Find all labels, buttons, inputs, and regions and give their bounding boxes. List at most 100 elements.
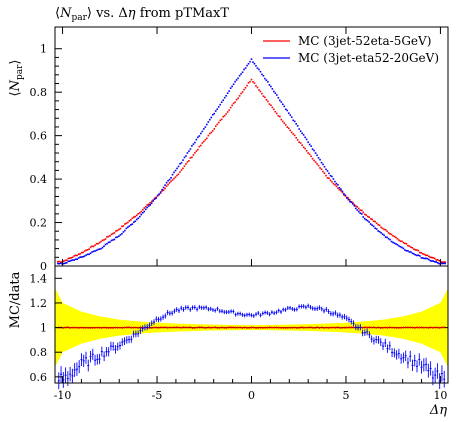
data-point — [296, 139, 299, 141]
data-point — [82, 251, 84, 254]
data-point — [293, 134, 296, 137]
data-point — [162, 189, 165, 191]
data-point — [128, 225, 131, 227]
data-point — [392, 234, 394, 237]
data-point — [91, 245, 93, 248]
data-point — [289, 129, 292, 132]
data-point — [86, 249, 89, 251]
data-point — [354, 207, 357, 210]
data-point — [279, 115, 281, 118]
data-point — [106, 236, 108, 238]
data-point — [287, 127, 290, 130]
data-point — [270, 104, 272, 107]
data-point — [377, 230, 379, 232]
data-point — [349, 200, 351, 203]
data-point — [176, 174, 178, 177]
data-point — [116, 229, 119, 232]
data-point — [118, 228, 120, 231]
data-point — [57, 262, 59, 265]
data-point — [280, 118, 283, 121]
data-point — [246, 84, 248, 87]
data-point — [398, 239, 400, 241]
data-point — [319, 158, 321, 161]
data-point — [305, 150, 308, 152]
data-point — [419, 255, 421, 257]
data-point — [253, 62, 256, 65]
data-point — [156, 194, 159, 197]
data-point — [200, 132, 202, 135]
data-point — [133, 216, 135, 218]
data-point — [271, 88, 274, 90]
data-point — [393, 235, 396, 238]
data-point — [188, 159, 190, 162]
series-blue — [57, 58, 446, 265]
data-point — [390, 240, 393, 243]
data-point — [240, 92, 242, 95]
data-point — [80, 256, 83, 258]
data-point — [214, 110, 217, 112]
data-point — [329, 179, 332, 182]
data-point — [381, 233, 384, 236]
data-point — [171, 179, 174, 181]
data-point — [146, 206, 149, 209]
data-point — [261, 73, 263, 76]
data-point — [143, 210, 146, 213]
data-point — [73, 255, 76, 257]
data-point — [270, 85, 272, 88]
data-point — [414, 253, 417, 256]
data-point — [372, 225, 375, 228]
data-point — [255, 85, 257, 87]
data-point — [366, 219, 369, 222]
data-point — [226, 111, 229, 113]
data-point — [137, 217, 140, 220]
data-point — [135, 218, 138, 221]
data-point — [429, 256, 432, 259]
main-y-axis-label: ⟨Npar⟩ — [8, 60, 25, 97]
data-point — [426, 254, 429, 257]
data-point — [404, 242, 406, 245]
data-point — [308, 143, 311, 146]
data-point — [416, 249, 418, 251]
data-point — [274, 92, 277, 94]
data-point — [91, 251, 93, 253]
data-point — [384, 229, 387, 231]
data-point — [128, 219, 131, 222]
data-point — [374, 220, 376, 223]
data-point — [420, 257, 423, 259]
data-point — [183, 156, 186, 159]
data-point — [264, 77, 266, 80]
ratio-y-tick-label: 1 — [40, 322, 47, 335]
data-point — [173, 171, 175, 174]
data-point — [179, 162, 181, 165]
data-point — [383, 228, 385, 231]
data-point — [353, 203, 356, 206]
data-point — [258, 68, 260, 71]
data-point — [423, 253, 426, 256]
data-point — [201, 142, 204, 144]
data-point — [302, 146, 305, 149]
data-point — [64, 259, 67, 262]
data-point — [176, 167, 178, 170]
data-point — [141, 208, 144, 211]
data-point — [153, 197, 156, 200]
x-axis-label: Δη — [429, 403, 447, 418]
data-point — [410, 246, 412, 249]
data-point — [265, 79, 268, 82]
data-point — [216, 108, 219, 110]
main-y-tick-label: 0.8 — [30, 86, 48, 99]
data-point — [346, 197, 348, 199]
data-point — [411, 252, 414, 255]
data-point — [292, 119, 295, 122]
data-point — [436, 262, 439, 264]
data-point — [194, 152, 196, 154]
data-point — [433, 257, 436, 260]
data-point — [158, 193, 160, 195]
data-point — [427, 258, 430, 261]
data-point — [277, 96, 280, 99]
data-point — [441, 261, 443, 263]
main-y-tick-label: 0 — [40, 260, 47, 273]
data-point — [206, 123, 208, 126]
main-x-ticks — [62, 27, 441, 266]
data-point — [247, 82, 250, 84]
data-point — [110, 233, 113, 236]
